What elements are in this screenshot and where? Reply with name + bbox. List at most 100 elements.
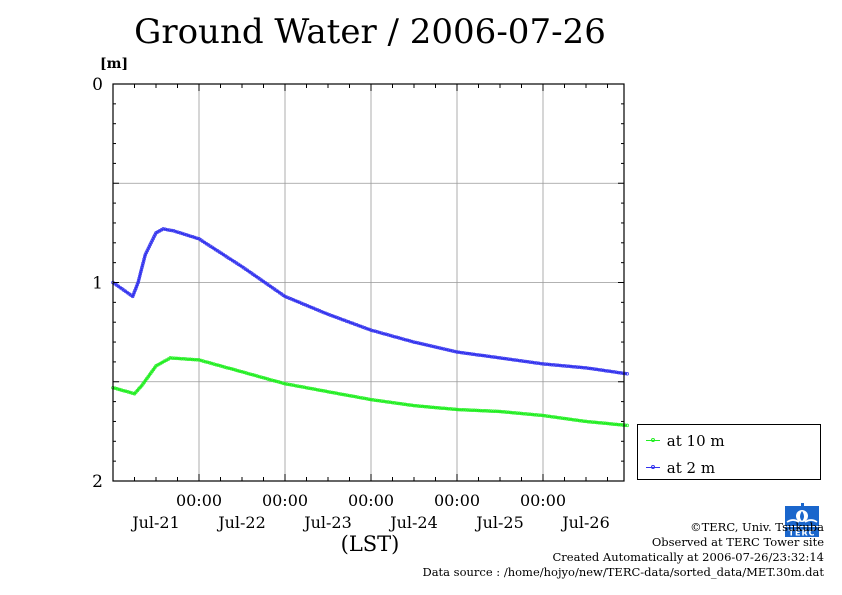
data-point-at-10-m — [321, 389, 326, 393]
data-point-at-10-m — [433, 405, 438, 410]
data-point-at-2-m — [577, 365, 582, 370]
data-point-at-2-m — [136, 280, 140, 285]
x-tick-date-label: Jul-21 — [130, 513, 180, 532]
data-point-at-10-m — [272, 379, 277, 383]
data-point-at-2-m — [554, 363, 558, 367]
data-point-at-2-m — [373, 329, 378, 334]
data-point-at-10-m — [534, 413, 539, 417]
credit-source: Data source : /home/hojyo/new/TERC-data/… — [422, 565, 824, 579]
data-point-at-2-m — [524, 359, 528, 364]
data-point-at-2-m — [139, 270, 143, 274]
data-point-at-10-m — [231, 367, 236, 372]
data-point-at-10-m — [341, 392, 345, 397]
data-point-at-10-m — [573, 418, 578, 422]
data-point-at-10-m — [521, 411, 526, 416]
data-point-at-2-m — [156, 230, 160, 234]
data-point-at-2-m — [459, 350, 464, 355]
x-tick-time-label: 00:00 — [434, 491, 480, 510]
data-point-at-2-m — [336, 316, 340, 320]
data-point-at-2-m — [571, 364, 575, 369]
data-point-at-10-m — [584, 419, 588, 424]
data-point-at-2-m — [416, 341, 421, 345]
data-point-at-10-m — [337, 391, 341, 396]
data-point-at-10-m — [113, 386, 117, 391]
data-point-at-2-m — [193, 235, 197, 240]
data-point-at-2-m — [575, 365, 580, 369]
data-point-at-2-m — [180, 231, 185, 236]
data-point-at-10-m — [214, 362, 218, 367]
data-point-at-2-m — [502, 356, 507, 361]
data-point-at-2-m — [132, 290, 136, 295]
data-point-at-2-m — [466, 351, 470, 356]
legend-item-10m: at 10 m — [646, 430, 725, 450]
legend: at 10 m at 2 m — [637, 424, 821, 480]
data-point-at-10-m — [188, 357, 192, 362]
data-point-at-10-m — [511, 410, 515, 415]
data-point-at-10-m — [380, 399, 384, 403]
data-point-at-2-m — [603, 368, 608, 373]
data-point-at-2-m — [517, 358, 522, 363]
data-point-at-10-m — [498, 409, 502, 414]
data-point-at-10-m — [614, 422, 619, 427]
data-point-at-2-m — [448, 348, 453, 353]
data-point-at-10-m — [407, 403, 412, 407]
chart-title: Ground Water / 2006-07-26 — [134, 12, 606, 52]
data-point-at-10-m — [319, 388, 324, 393]
data-point-at-10-m — [124, 389, 128, 394]
data-point-at-2-m — [377, 330, 382, 335]
data-point-at-10-m — [610, 422, 614, 426]
data-point-at-2-m — [170, 228, 174, 233]
data-point-at-2-m — [515, 358, 519, 363]
data-point-at-2-m — [610, 369, 614, 374]
credit-copyright: ©TERC, Univ. Tsukuba — [690, 520, 824, 534]
x-tick-time-label: 00:00 — [520, 491, 566, 510]
data-point-at-2-m — [330, 314, 334, 318]
data-point-at-10-m — [201, 359, 206, 363]
data-point-at-2-m — [470, 352, 474, 356]
data-point-at-10-m — [172, 356, 177, 360]
data-point-at-10-m — [227, 366, 231, 371]
data-point-at-10-m — [597, 420, 601, 425]
data-point-at-2-m — [350, 321, 355, 326]
data-point-at-10-m — [526, 412, 530, 416]
data-point-at-2-m — [526, 360, 530, 364]
data-point-at-10-m — [208, 361, 212, 365]
data-point-at-2-m — [431, 344, 436, 349]
data-point-at-10-m — [466, 408, 470, 412]
data-point-at-10-m — [360, 396, 365, 400]
data-point-at-10-m — [255, 374, 259, 378]
data-point-at-2-m — [509, 357, 513, 362]
data-point-at-2-m — [299, 301, 304, 305]
data-point-at-2-m — [405, 338, 410, 343]
data-point-at-2-m — [582, 365, 586, 370]
data-point-at-10-m — [179, 356, 184, 361]
data-point-at-10-m — [616, 422, 621, 427]
data-point-at-10-m — [216, 363, 221, 368]
data-point-at-2-m — [562, 364, 567, 368]
data-point-at-2-m — [612, 370, 616, 374]
data-point-at-2-m — [163, 227, 168, 232]
data-point-at-2-m — [151, 237, 155, 241]
data-point-at-10-m — [588, 420, 593, 424]
data-point-at-10-m — [560, 416, 565, 420]
data-point-at-10-m — [287, 382, 292, 387]
data-point-at-2-m — [384, 332, 388, 337]
data-point-at-2-m — [161, 227, 165, 231]
x-tick-date-label: Jul-22 — [216, 513, 266, 532]
data-point-at-2-m — [154, 231, 158, 235]
data-point-at-2-m — [141, 261, 145, 266]
data-point-at-2-m — [455, 350, 459, 354]
data-point-at-2-m — [573, 365, 578, 369]
data-point-at-10-m — [453, 407, 457, 412]
data-point-at-10-m — [625, 423, 629, 428]
data-point-at-10-m — [530, 412, 535, 417]
data-point-at-2-m — [133, 288, 137, 293]
data-point-at-2-m — [410, 339, 414, 344]
data-point-at-2-m — [369, 328, 373, 332]
data-point-at-10-m — [266, 377, 270, 381]
data-point-at-2-m — [519, 359, 524, 363]
data-point-at-10-m — [223, 365, 227, 369]
data-point-at-10-m — [276, 380, 281, 384]
data-point-at-10-m — [420, 404, 425, 409]
